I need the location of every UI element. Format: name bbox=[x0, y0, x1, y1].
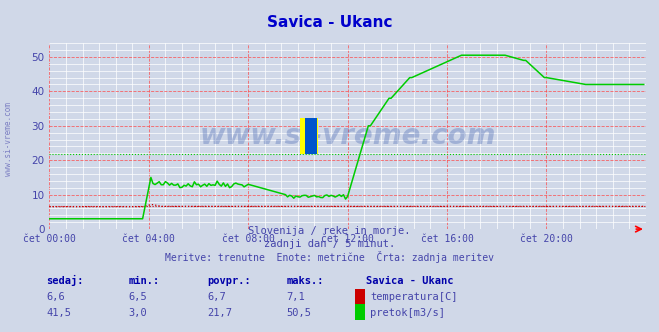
Text: 21,7: 21,7 bbox=[208, 308, 233, 318]
Text: zadnji dan / 5 minut.: zadnji dan / 5 minut. bbox=[264, 239, 395, 249]
Text: 6,6: 6,6 bbox=[46, 292, 65, 302]
Text: www.si-vreme.com: www.si-vreme.com bbox=[4, 103, 13, 176]
Text: 41,5: 41,5 bbox=[46, 308, 71, 318]
Text: min.:: min.: bbox=[129, 276, 159, 286]
Text: pretok[m3/s]: pretok[m3/s] bbox=[370, 308, 445, 318]
Text: sedaj:: sedaj: bbox=[46, 275, 84, 286]
Text: temperatura[C]: temperatura[C] bbox=[370, 292, 458, 302]
Text: www.si-vreme.com: www.si-vreme.com bbox=[200, 122, 496, 150]
Text: povpr.:: povpr.: bbox=[208, 276, 251, 286]
Text: 6,5: 6,5 bbox=[129, 292, 147, 302]
Text: 6,7: 6,7 bbox=[208, 292, 226, 302]
Text: Slovenija / reke in morje.: Slovenija / reke in morje. bbox=[248, 226, 411, 236]
Text: 7,1: 7,1 bbox=[287, 292, 305, 302]
Text: Savica - Ukanc: Savica - Ukanc bbox=[366, 276, 453, 286]
Text: 50,5: 50,5 bbox=[287, 308, 312, 318]
Text: Meritve: trenutne  Enote: metrične  Črta: zadnja meritev: Meritve: trenutne Enote: metrične Črta: … bbox=[165, 251, 494, 263]
Text: Savica - Ukanc: Savica - Ukanc bbox=[267, 15, 392, 30]
Text: 3,0: 3,0 bbox=[129, 308, 147, 318]
Text: maks.:: maks.: bbox=[287, 276, 324, 286]
